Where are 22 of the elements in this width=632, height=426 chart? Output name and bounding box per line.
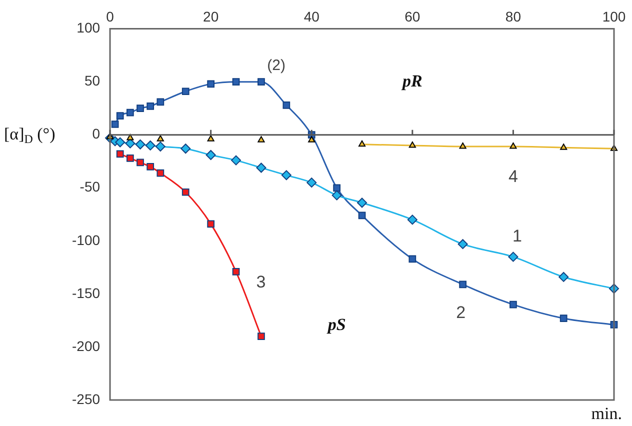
y-tick-label: -50 (80, 178, 100, 195)
series-label: 1 (512, 226, 522, 246)
series-label: 3 (256, 272, 266, 292)
x-tick-label: 20 (203, 8, 219, 24)
annotation: pR (400, 71, 422, 90)
y-tick-label: 100 (76, 20, 100, 36)
x-tick-label: 100 (602, 8, 626, 24)
x-tick-label: 40 (304, 8, 320, 24)
y-tick-label: -250 (72, 390, 100, 407)
y-tick-label: 0 (92, 126, 100, 142)
x-axis-title: min. (591, 404, 622, 423)
x-tick-label: 60 (404, 8, 420, 24)
y-tick-label: -150 (72, 284, 100, 301)
y-tick-label: -100 (72, 232, 100, 248)
y-tick-label: -200 (72, 338, 100, 354)
x-tick-label: 80 (505, 8, 522, 24)
annotation: pS (326, 315, 346, 334)
x-tick-label: 0 (106, 8, 114, 24)
series-label: 4 (508, 167, 518, 186)
y-tick-label: 50 (84, 72, 100, 89)
series-label: 2 (456, 303, 466, 322)
annotation: (2) (267, 57, 286, 74)
